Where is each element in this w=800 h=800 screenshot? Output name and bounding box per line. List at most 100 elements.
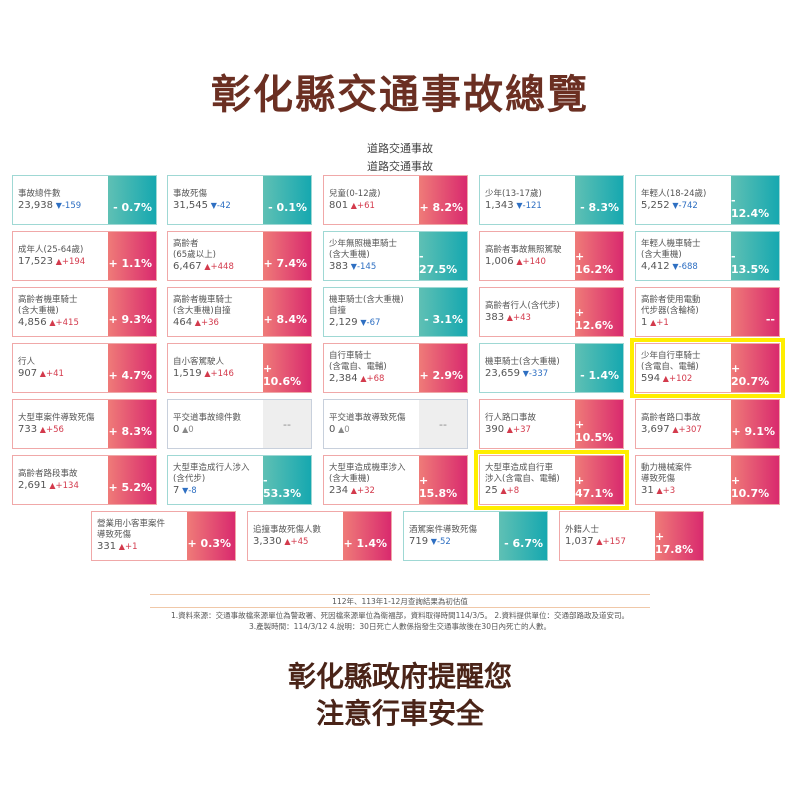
card-value: 31 (641, 485, 654, 496)
card-label: 大型車案件導致死傷 (18, 413, 95, 423)
card-percent: + 10.5% (575, 400, 623, 448)
slogan-line: 注意行車安全 (315, 697, 484, 730)
triangle-up-icon: ▲ (284, 537, 291, 546)
stat-card: 高齡者行人(含代步) 383 ▲+43 + 12.6% (479, 287, 624, 337)
card-percent: - 0.1% (263, 176, 311, 224)
stat-card: 機車騎士(含大重機) 23,659 ▼-337 - 1.4% (479, 343, 624, 393)
card-label: 年輕人(18-24歲) (641, 189, 707, 199)
stat-card: 動力機械案件 導致死傷 31 ▲+3 + 10.7% (635, 455, 780, 505)
stat-card: 平交道事故總件數 0 ▲0 -- (167, 399, 312, 449)
card-change: +307 (678, 425, 702, 435)
card-value: 801 (329, 200, 349, 211)
triangle-down-icon: ▼ (672, 262, 679, 271)
card-label: 平交道事故總件數 (173, 413, 242, 423)
card-label: 事故總件數 (18, 189, 61, 199)
triangle-down-icon: ▼ (522, 369, 529, 378)
triangle-up-icon: ▲ (49, 318, 56, 327)
stat-card: 行人路口事故 390 ▲+37 + 10.5% (479, 399, 624, 449)
card-label: (65歲以上) (173, 250, 216, 260)
card-change: +194 (61, 257, 86, 267)
card-change: +61 (356, 201, 375, 211)
card-value: 390 (485, 424, 505, 435)
stat-card: 高齡者路口事故 3,697 ▲+307 + 9.1% (635, 399, 780, 449)
card-percent: + 15.8% (419, 456, 467, 504)
triangle-down-icon: ▼ (672, 201, 679, 210)
card-change: +134 (55, 481, 79, 491)
card-change: +41 (45, 369, 64, 379)
card-label: 大型車造成機車涉入 (329, 463, 406, 473)
triangle-up-icon: ▲ (662, 374, 669, 383)
card-value: 383 (485, 312, 505, 323)
card-label: 導致死傷 (641, 474, 676, 484)
card-value: 719 (409, 536, 429, 547)
card-percent: + 1.1% (108, 232, 156, 280)
card-change: -8 (188, 486, 197, 496)
triangle-up-icon: ▲ (650, 318, 657, 327)
card-percent: + 47.1% (575, 456, 623, 504)
card-change: +1 (656, 318, 669, 328)
triangle-down-icon: ▼ (516, 201, 523, 210)
triangle-up-icon: ▲ (55, 257, 62, 266)
estimate-note: 112年、113年1-12月查詢結果為初估值 (332, 597, 468, 606)
card-value: 4,856 (18, 317, 47, 328)
stat-card: 成年人(25-64歲) 17,523 ▲+194 + 1.1% (12, 231, 157, 281)
card-label: (含大重機) (329, 474, 370, 484)
card-value: 2,384 (329, 373, 358, 384)
card-label: (含電自、電輔) (641, 362, 699, 372)
stat-card: 事故總件數 23,938 ▼-159 - 0.7% (12, 175, 157, 225)
card-label: 自行車騎士 (329, 351, 372, 361)
stat-card: 行人 907 ▲+41 + 4.7% (12, 343, 157, 393)
card-change: -742 (678, 201, 698, 211)
triangle-up-icon: ▲ (360, 374, 367, 383)
card-label: 少年(13-17歲) (485, 189, 542, 199)
card-percent: -- (419, 400, 467, 448)
card-value: 23,938 (18, 200, 53, 211)
card-percent: + 9.1% (731, 400, 779, 448)
card-percent: + 0.3% (187, 512, 235, 560)
card-label: 行人路口事故 (485, 413, 537, 423)
card-change: 0 (344, 425, 350, 435)
card-label: 大型車造成行人涉入 (173, 463, 250, 473)
card-percent: - 12.4% (731, 176, 779, 224)
card-value: 464 (173, 317, 193, 328)
card-percent: + 8.4% (263, 288, 311, 336)
triangle-up-icon: ▲ (500, 486, 507, 495)
card-change: 0 (188, 425, 194, 435)
card-percent: + 8.2% (419, 176, 467, 224)
card-value: 0 (329, 424, 336, 435)
triangle-up-icon: ▲ (39, 369, 46, 378)
stat-card: 外籍人士 1,037 ▲+157 + 17.8% (559, 511, 704, 561)
card-label: 高齡者事故無照駕駛 (485, 245, 562, 255)
card-change: -67 (366, 318, 381, 328)
card-percent: + 20.7% (731, 344, 779, 392)
card-percent: + 8.3% (108, 400, 156, 448)
triangle-up-icon: ▲ (182, 425, 189, 434)
card-label: 動力機械案件 (641, 463, 693, 473)
slogan-line: 彰化縣政府提醒您 (287, 660, 512, 693)
source-note: 3.產製時間：114/3/12 4.說明：30日死亡人數係指發生交通事故後在30… (249, 622, 551, 631)
card-change: +8 (506, 486, 520, 496)
card-value: 2,691 (18, 480, 47, 491)
card-label: 高齡者使用電動 (641, 295, 701, 305)
card-label: 高齡者機車騎士 (18, 295, 78, 305)
card-change: +56 (45, 425, 64, 435)
triangle-up-icon: ▲ (656, 486, 663, 495)
card-percent: + 4.7% (108, 344, 156, 392)
triangle-up-icon: ▲ (516, 257, 523, 266)
card-percent: - 8.3% (575, 176, 623, 224)
card-label: 事故死傷 (173, 189, 208, 199)
card-change: -52 (436, 537, 451, 547)
card-percent: - 53.3% (263, 456, 311, 504)
card-label: 高齡者路口事故 (641, 413, 701, 423)
triangle-up-icon: ▲ (506, 313, 513, 322)
triangle-down-icon: ▼ (182, 486, 189, 495)
card-percent: -- (263, 400, 311, 448)
card-label: 高齡者機車騎士 (173, 295, 233, 305)
card-percent: - 13.5% (731, 232, 779, 280)
card-value: 1,006 (485, 256, 514, 267)
card-percent: + 10.7% (731, 456, 779, 504)
card-value: 23,659 (485, 368, 520, 379)
stat-card: 自小客駕駛人 1,519 ▲+146 + 10.6% (167, 343, 312, 393)
card-percent: - 3.1% (419, 288, 467, 336)
triangle-up-icon: ▲ (350, 486, 357, 495)
